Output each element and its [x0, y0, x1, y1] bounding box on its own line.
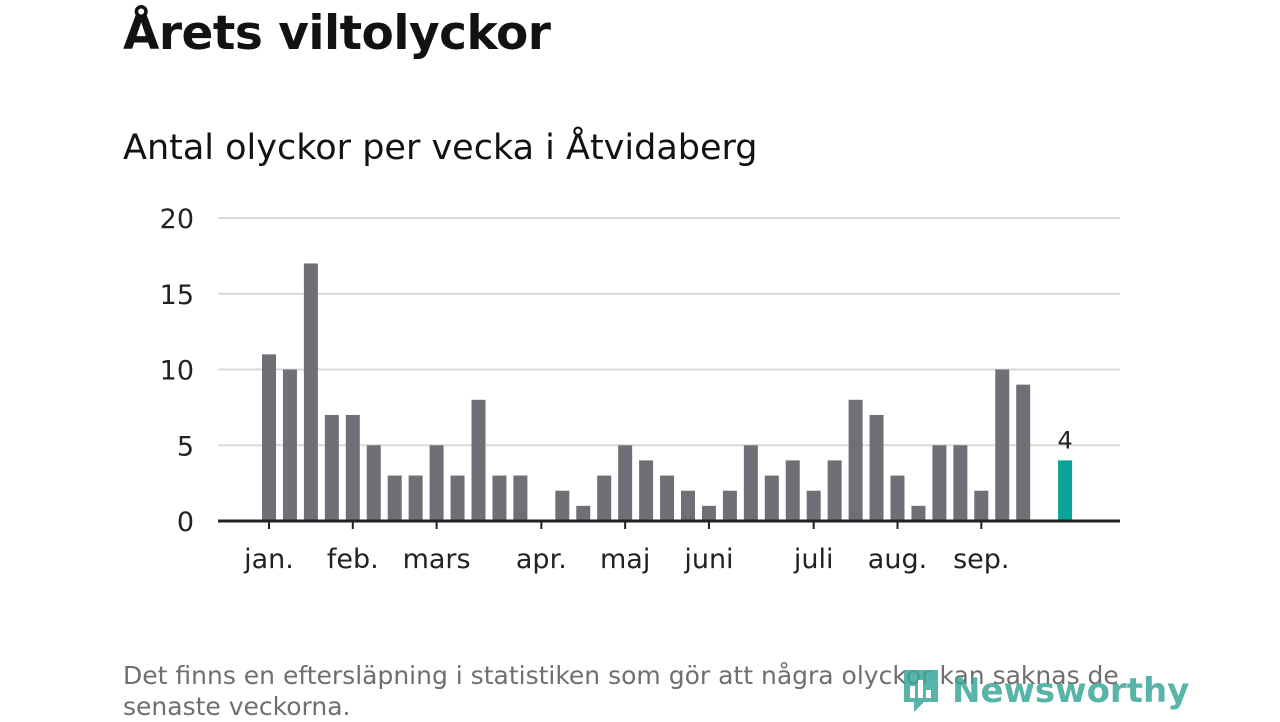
bar: [471, 399, 486, 521]
bar: [806, 490, 821, 521]
bar: [785, 460, 800, 521]
bars: [262, 263, 1073, 521]
grid-lines: [218, 217, 1120, 447]
bar: [429, 445, 444, 521]
y-axis-ticks: 0 5 10 15 20: [160, 204, 194, 538]
bar: [1016, 384, 1031, 521]
x-tick-label: apr.: [516, 544, 567, 575]
x-tick-label: mars: [403, 544, 471, 575]
bar: [597, 475, 612, 521]
x-tick-label: feb.: [327, 544, 379, 575]
bar: [366, 445, 381, 521]
bar: [618, 445, 633, 521]
data-labels: 4: [1057, 426, 1072, 454]
bar: [681, 490, 695, 521]
bar: [932, 445, 947, 521]
footnote: Det finns en eftersläpning i statistiken…: [123, 661, 1119, 721]
bar: [953, 445, 968, 521]
y-tick-label: 10: [160, 356, 194, 387]
x-tick-label: sep.: [953, 544, 1009, 575]
x-tick-label: juli: [793, 544, 834, 575]
bar: [995, 369, 1010, 521]
x-tick-label: aug.: [868, 544, 927, 575]
y-tick-label: 15: [160, 280, 194, 311]
bar: [722, 490, 737, 521]
bar: [701, 505, 716, 521]
bar: [827, 460, 842, 521]
x-tick-label: jan.: [243, 544, 294, 575]
newsworthy-logo-icon: [904, 670, 938, 712]
bar: [303, 263, 318, 521]
bar: [387, 475, 402, 521]
x-axis-ticks: jan. feb. mars apr. maj juni juli aug. sep.: [243, 521, 1010, 575]
bar: [660, 475, 675, 521]
y-tick-label: 5: [177, 431, 194, 462]
bar: [743, 445, 758, 521]
bar: [639, 460, 654, 521]
bar: [345, 414, 360, 521]
brand-name: Newsworthy: [952, 671, 1190, 711]
bar: [450, 475, 465, 521]
bar: [408, 475, 423, 521]
bar: [324, 414, 339, 521]
bar-current-week: [1058, 460, 1073, 521]
x-tick-label: maj: [600, 544, 650, 575]
brand-logo: Newsworthy: [900, 666, 1189, 716]
x-tick-label: juni: [683, 544, 733, 575]
chart-subtitle: Antal olyckor per vecka i Åtvidaberg: [123, 128, 758, 168]
y-tick-label: 20: [160, 204, 194, 235]
bar: [869, 414, 884, 521]
bar: [282, 369, 297, 521]
bar: [974, 490, 989, 521]
chart-title: Årets viltolyckor: [123, 6, 551, 61]
y-tick-label: 0: [177, 507, 194, 538]
bar: [555, 490, 570, 521]
bar: [848, 399, 863, 521]
bar: [764, 475, 779, 521]
bar: [911, 505, 926, 521]
bar: [492, 475, 507, 521]
bar: [576, 505, 591, 521]
bar: [262, 354, 276, 521]
bar: [513, 475, 528, 521]
bar: [890, 475, 905, 521]
current-week-value-label: 4: [1057, 426, 1072, 454]
